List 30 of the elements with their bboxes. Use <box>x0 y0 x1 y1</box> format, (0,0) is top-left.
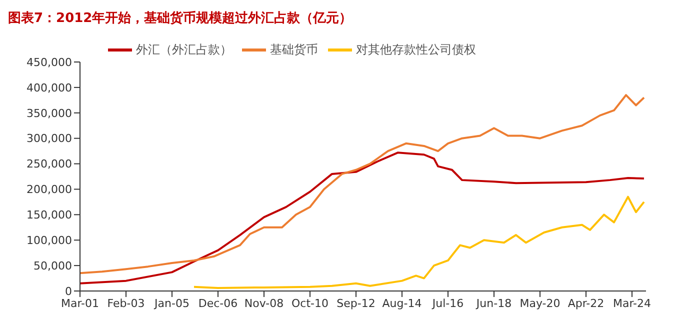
x-tick-label: Jan-05 <box>154 296 190 310</box>
x-tick-label: Feb-03 <box>107 296 145 310</box>
x-tick-label: Nov-08 <box>244 296 284 310</box>
x-tick-label: Oct-10 <box>292 296 328 310</box>
chart-title: 图表7：2012年开始，基础货币规模超过外汇占款（亿元） <box>8 10 354 28</box>
x-tick-label: Dec-06 <box>198 296 238 310</box>
x-tick-label: Jun-18 <box>475 296 512 310</box>
y-tick-label: 450,000 <box>26 56 72 69</box>
legend-label: 外汇（外汇占款） <box>136 42 232 56</box>
x-tick-label: Mar-01 <box>60 296 100 310</box>
legend-label: 基础货币 <box>270 42 318 56</box>
y-tick-label: 150,000 <box>26 208 72 222</box>
legend-label: 对其他存款性公司债权 <box>356 42 476 56</box>
y-tick-label: 250,000 <box>26 158 72 171</box>
y-tick-label: 300,000 <box>26 132 72 146</box>
y-tick-label: 400,000 <box>26 81 72 94</box>
x-tick-label: Sep-12 <box>336 296 376 310</box>
y-tick-label: 0 <box>65 284 72 298</box>
y-tick-label: 100,000 <box>26 234 72 248</box>
x-tick-label: Apr-22 <box>568 296 604 310</box>
x-tick-label: Mar-24 <box>612 296 652 310</box>
x-tick-label: May-20 <box>520 296 560 310</box>
x-tick-label: Aug-14 <box>382 296 422 310</box>
y-tick-label: 350,000 <box>26 106 72 120</box>
y-tick-label: 50,000 <box>34 259 72 272</box>
x-tick-label: Jul-16 <box>431 296 464 310</box>
line-series <box>193 196 645 289</box>
line-series <box>80 152 645 284</box>
line-series <box>80 94 645 274</box>
y-tick-label: 200,000 <box>26 183 72 196</box>
